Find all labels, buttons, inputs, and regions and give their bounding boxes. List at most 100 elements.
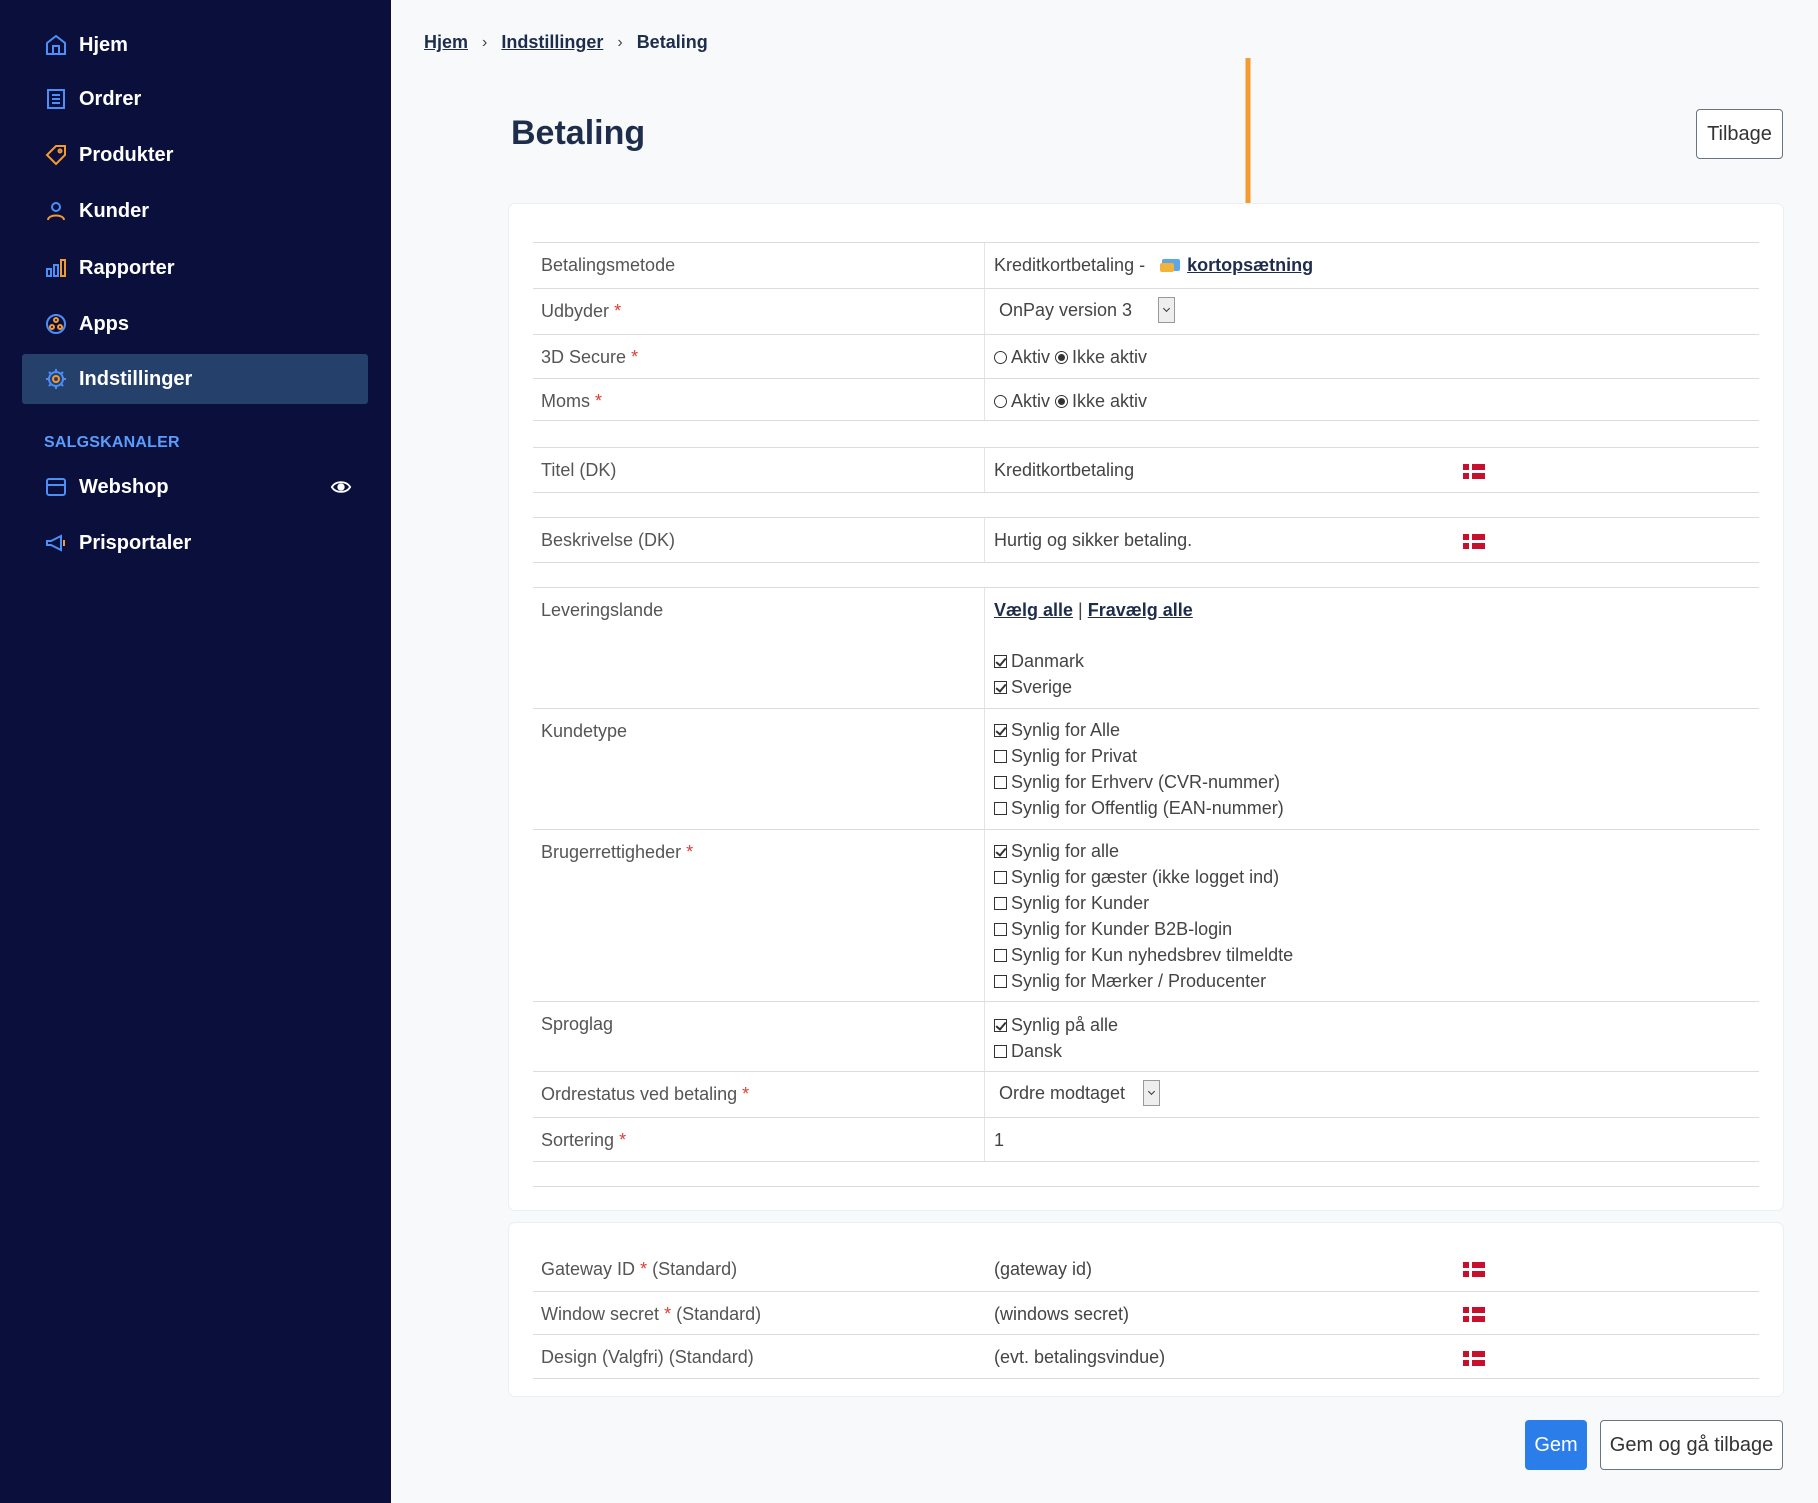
breadcrumb-home-link[interactable]: Hjem bbox=[424, 32, 469, 52]
row-3d-secure: 3D Secure * Aktiv Ikke aktiv bbox=[533, 334, 1759, 378]
customer-type-checkbox[interactable]: Synlig for Alle bbox=[994, 717, 1284, 743]
sidebar-item-webshop[interactable]: Webshop bbox=[22, 462, 368, 512]
customer-type-checkbox[interactable]: Synlig for Privat bbox=[994, 743, 1284, 769]
countries-options: Danmark Sverige bbox=[994, 648, 1084, 700]
user-rights-label: Brugerrettigheder * bbox=[541, 842, 694, 862]
webshop-icon bbox=[44, 475, 68, 499]
row-description: Beskrivelse (DK) Hurtig og sikker betali… bbox=[533, 517, 1759, 562]
row-language: Sproglag Synlig på alle Dansk bbox=[533, 1001, 1759, 1071]
provider-select[interactable]: OnPay version 3 bbox=[999, 297, 1176, 323]
sidebar-item-indstillinger[interactable]: Indstillinger bbox=[22, 354, 368, 404]
row-sorting: Sortering * 1 bbox=[533, 1117, 1759, 1161]
customer-type-options: Synlig for Alle Synlig for Privat Synlig… bbox=[994, 717, 1284, 821]
description-label: Beskrivelse (DK) bbox=[541, 530, 676, 550]
vat-active-radio[interactable]: Aktiv bbox=[994, 391, 1050, 411]
3d-secure-active-radio[interactable]: Aktiv bbox=[994, 347, 1050, 367]
language-checkbox[interactable]: Dansk bbox=[994, 1038, 1118, 1064]
select-all-link[interactable]: Vælg alle bbox=[994, 600, 1074, 620]
row-gateway-id: Gateway ID * (Standard) (gateway id) bbox=[533, 1247, 1759, 1291]
eye-icon[interactable] bbox=[330, 476, 352, 498]
sorting-field[interactable]: 1 bbox=[994, 1130, 1005, 1150]
customer-type-checkbox[interactable]: Synlig for Offentlig (EAN-nummer) bbox=[994, 795, 1284, 821]
card-icon bbox=[1160, 257, 1182, 278]
home-icon bbox=[44, 33, 68, 57]
user-rights-checkbox[interactable]: Synlig for Kunder B2B-login bbox=[994, 916, 1293, 942]
sidebar-item-label: Produkter bbox=[79, 143, 174, 166]
back-button[interactable]: Tilbage bbox=[1696, 109, 1783, 159]
country-checkbox-sverige[interactable]: Sverige bbox=[994, 674, 1084, 700]
provider-value: OnPay version 3 bbox=[999, 299, 1133, 320]
sidebar-item-hjem[interactable]: Hjem bbox=[22, 20, 368, 70]
order-status-value: Ordre modtaget bbox=[999, 1082, 1126, 1103]
save-button[interactable]: Gem bbox=[1525, 1420, 1587, 1470]
sidebar-item-label: Hjem bbox=[79, 33, 128, 56]
design-field[interactable]: (evt. betalingsvindue) bbox=[994, 1347, 1166, 1367]
language-label: Sproglag bbox=[541, 1014, 614, 1034]
danish-flag-icon bbox=[1463, 1307, 1485, 1322]
3d-secure-inactive-radio[interactable]: Ikke aktiv bbox=[1055, 347, 1147, 367]
language-checkbox[interactable]: Synlig på alle bbox=[994, 1012, 1118, 1038]
gear-icon bbox=[44, 367, 68, 391]
danish-flag-icon bbox=[1463, 534, 1485, 549]
breadcrumb: Hjem › Indstillinger › Betaling bbox=[424, 32, 708, 53]
row-provider: Udbyder * OnPay version 3 bbox=[533, 288, 1759, 334]
title-field[interactable]: Kreditkortbetaling bbox=[994, 460, 1135, 480]
sidebar: Hjem Ordrer Produkter Kunder Rapporter A… bbox=[0, 0, 391, 1503]
user-rights-checkbox[interactable]: Synlig for Mærker / Producenter bbox=[994, 968, 1293, 994]
user-rights-checkbox[interactable]: Synlig for Kun nyhedsbrev tilmeldte bbox=[994, 942, 1293, 968]
customer-type-label: Kundetype bbox=[541, 721, 628, 741]
user-icon bbox=[44, 199, 68, 223]
user-rights-checkbox[interactable]: Synlig for gæster (ikke logget ind) bbox=[994, 864, 1293, 890]
chevron-right-icon: › bbox=[482, 33, 488, 51]
sidebar-item-rapporter[interactable]: Rapporter bbox=[22, 243, 368, 293]
sidebar-item-label: Webshop bbox=[79, 475, 169, 498]
payment-method-text: Kreditkortbetaling - bbox=[994, 255, 1146, 275]
vat-inactive-radio[interactable]: Ikke aktiv bbox=[1055, 391, 1147, 411]
sidebar-item-ordrer[interactable]: Ordrer bbox=[22, 74, 368, 124]
order-status-label: Ordrestatus ved betaling * bbox=[541, 1084, 750, 1104]
payment-method-value: Kreditkortbetaling - kortopsætning bbox=[994, 255, 1313, 278]
3d-secure-label: 3D Secure * bbox=[541, 347, 639, 367]
user-rights-checkbox[interactable]: Synlig for Kunder bbox=[994, 890, 1293, 916]
vat-options: Aktiv Ikke aktiv bbox=[994, 391, 1147, 412]
3d-secure-options: Aktiv Ikke aktiv bbox=[994, 347, 1147, 368]
user-rights-checkbox[interactable]: Synlig for alle bbox=[994, 838, 1293, 864]
breadcrumb-settings-link[interactable]: Indstillinger bbox=[501, 32, 604, 52]
sidebar-item-label: Kunder bbox=[79, 199, 149, 222]
provider-label: Udbyder * bbox=[541, 301, 622, 321]
page-title: Betaling bbox=[511, 114, 646, 152]
megaphone-icon bbox=[44, 531, 68, 555]
sidebar-item-label: Rapporter bbox=[79, 256, 175, 279]
countries-controls: Vælg alle | Fravælg alle bbox=[994, 600, 1193, 621]
apps-icon bbox=[44, 312, 68, 336]
countries-label: Leveringslande bbox=[541, 600, 664, 620]
row-delivery-countries: Leveringslande Vælg alle | Fravælg alle … bbox=[533, 587, 1759, 708]
sidebar-item-produkter[interactable]: Produkter bbox=[22, 130, 368, 180]
gateway-id-field[interactable]: (gateway id) bbox=[994, 1259, 1093, 1279]
user-rights-options: Synlig for alle Synlig for gæster (ikke … bbox=[994, 838, 1293, 994]
row-design: Design (Valgfri) (Standard) (evt. betali… bbox=[533, 1334, 1759, 1378]
customer-type-checkbox[interactable]: Synlig for Erhverv (CVR-nummer) bbox=[994, 769, 1284, 795]
vat-label: Moms * bbox=[541, 391, 603, 411]
chevron-right-icon: › bbox=[617, 33, 623, 51]
tag-icon bbox=[44, 143, 68, 167]
payment-settings-panel: Betalingsmetode Kreditkortbetaling - kor… bbox=[509, 204, 1783, 1210]
description-field[interactable]: Hurtig og sikker betaling. bbox=[994, 530, 1193, 550]
save-and-back-button[interactable]: Gem og gå tilbage bbox=[1600, 1420, 1783, 1470]
order-status-select[interactable]: Ordre modtaget bbox=[999, 1080, 1161, 1106]
design-label: Design (Valgfri) (Standard) bbox=[541, 1347, 754, 1367]
payment-method-label: Betalingsmetode bbox=[541, 255, 676, 275]
country-checkbox-danmark[interactable]: Danmark bbox=[994, 648, 1084, 674]
sidebar-item-prisportaler[interactable]: Prisportaler bbox=[22, 518, 368, 568]
danish-flag-icon bbox=[1463, 464, 1485, 479]
row-title: Titel (DK) Kreditkortbetaling bbox=[533, 447, 1759, 492]
gateway-panel: Gateway ID * (Standard) (gateway id) Win… bbox=[509, 1223, 1783, 1396]
sidebar-item-apps[interactable]: Apps bbox=[22, 299, 368, 349]
orders-icon bbox=[44, 87, 68, 111]
sidebar-item-label: Indstillinger bbox=[79, 367, 193, 390]
sidebar-item-kunder[interactable]: Kunder bbox=[22, 186, 368, 236]
card-setup-link[interactable]: kortopsætning bbox=[1187, 255, 1314, 275]
window-secret-field[interactable]: (windows secret) bbox=[994, 1304, 1130, 1324]
row-window-secret: Window secret * (Standard) (windows secr… bbox=[533, 1291, 1759, 1334]
deselect-all-link[interactable]: Fravælg alle bbox=[1087, 600, 1193, 620]
